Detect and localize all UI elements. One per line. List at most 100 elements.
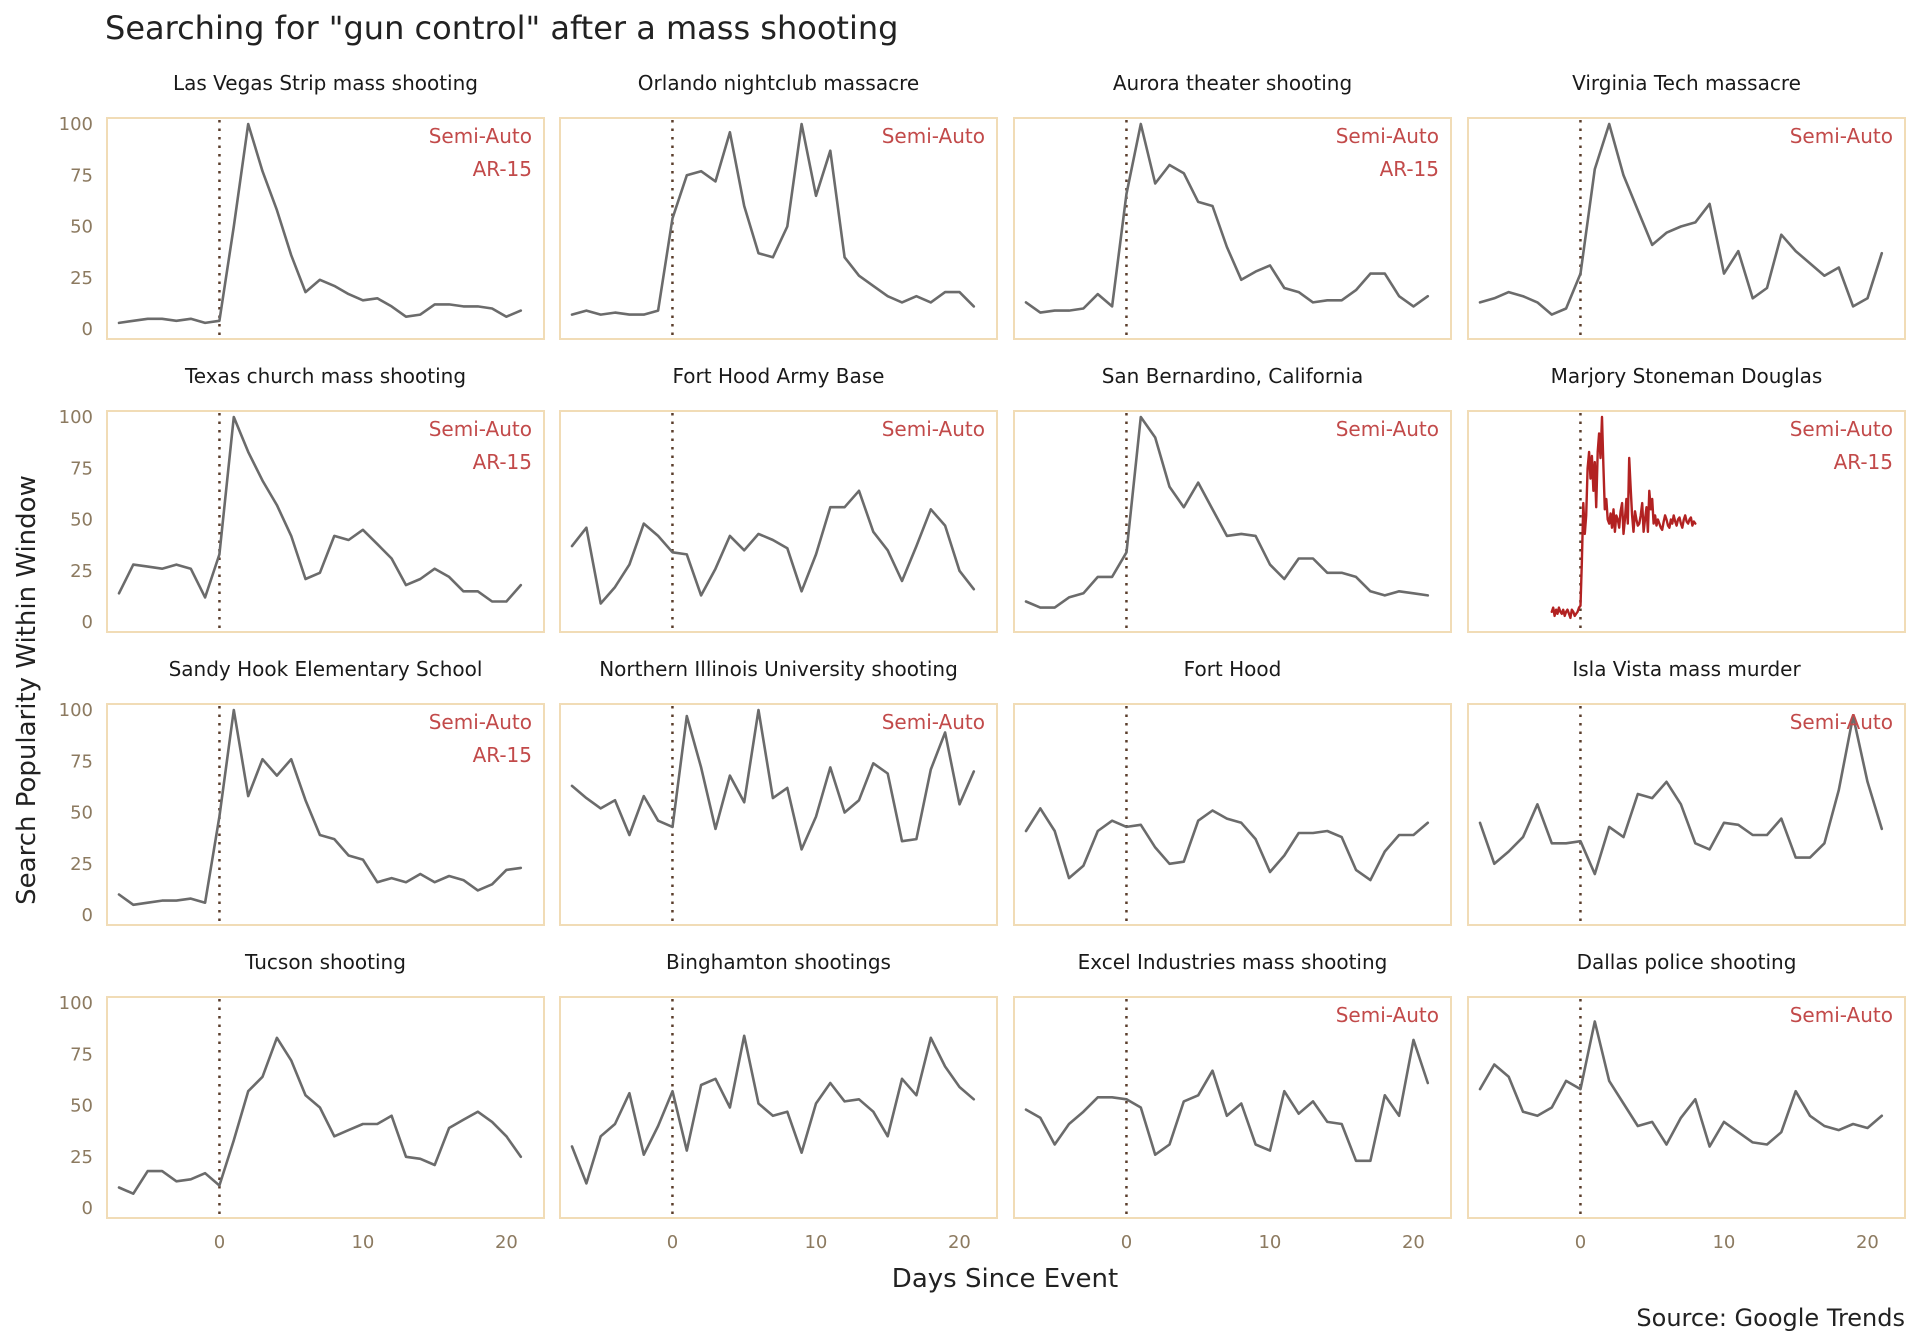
panel: Excel Industries mass shooting Semi-Auto <box>1013 950 1452 1219</box>
panel: Isla Vista mass murder Semi-Auto <box>1467 657 1906 926</box>
y-tick-label: 0 <box>82 612 93 633</box>
x-axis-ticks: 0 10 20 0 10 20 0 10 20 0 10 20 <box>214 1232 1879 1253</box>
weapon-note: Semi-Auto <box>429 417 532 441</box>
x-tick-label: 20 <box>1402 1232 1425 1253</box>
panel-title: Orlando nightclub massacre <box>638 71 919 95</box>
y-tick-label: 25 <box>70 561 93 582</box>
weapon-note: Semi-Auto <box>882 710 985 734</box>
weapon-note: Semi-Auto <box>882 417 985 441</box>
series-line <box>1478 122 1884 316</box>
small-multiples-grid: Las Vegas Strip mass shooting Semi-Auto AR… <box>59 71 1906 1219</box>
panel: Fort Hood <box>1013 657 1452 926</box>
y-tick-label: 75 <box>70 165 93 186</box>
weapon-note: AR-15 <box>1380 157 1439 181</box>
x-tick-label: 20 <box>948 1232 971 1253</box>
panel: Marjory Stoneman Douglas Semi-Auto AR-15 <box>1467 364 1906 633</box>
panel-frame <box>1013 117 1452 340</box>
panel-frame <box>1467 996 1906 1219</box>
panel-title: Aurora theater shooting <box>1113 71 1352 95</box>
panel-frame <box>1467 703 1906 926</box>
x-tick-label: 20 <box>495 1232 518 1253</box>
x-tick-label: 10 <box>804 1232 827 1253</box>
weapon-note: AR-15 <box>473 450 532 474</box>
series-line <box>1024 122 1430 314</box>
panel-frame <box>106 117 545 340</box>
panel: Aurora theater shooting Semi-Auto AR-15 <box>1013 71 1452 340</box>
series-line <box>1478 714 1884 876</box>
panel-title: Excel Industries mass shooting <box>1078 950 1388 974</box>
y-tick-label: 25 <box>70 1147 93 1168</box>
weapon-note: AR-15 <box>1834 450 1893 474</box>
y-tick-label: 100 <box>59 700 93 721</box>
panel: San Bernardino, California Semi-Auto <box>1013 364 1452 633</box>
panel-title: Isla Vista mass murder <box>1572 657 1801 681</box>
x-tick-label: 0 <box>214 1232 225 1253</box>
panel: Las Vegas Strip mass shooting Semi-Auto AR… <box>59 71 545 340</box>
panel-title: Fort Hood <box>1184 657 1282 681</box>
series-line <box>117 708 523 907</box>
panel: Northern Illinois University shooting Sem… <box>559 657 998 926</box>
panel-frame <box>559 410 998 633</box>
panel-frame <box>559 703 998 926</box>
weapon-note: Semi-Auto <box>429 710 532 734</box>
weapon-note: Semi-Auto <box>1790 1003 1893 1027</box>
panel-title: Binghamton shootings <box>666 950 891 974</box>
series-line <box>117 1036 523 1195</box>
panel-title: Virginia Tech massacre <box>1572 71 1801 95</box>
panel-frame <box>106 703 545 926</box>
x-tick-label: 10 <box>1258 1232 1281 1253</box>
weapon-note: AR-15 <box>473 157 532 181</box>
x-tick-label: 10 <box>351 1232 374 1253</box>
x-tick-label: 0 <box>1575 1232 1586 1253</box>
panel-frame <box>1013 703 1452 926</box>
y-tick-label: 0 <box>82 1198 93 1219</box>
panel-frame <box>1013 410 1452 633</box>
panel-title: Texas church mass shooting <box>184 364 466 388</box>
series-line <box>1550 415 1697 620</box>
x-tick-label: 0 <box>1121 1232 1132 1253</box>
weapon-note: AR-15 <box>473 743 532 767</box>
source-caption: Source: Google Trends <box>1636 1304 1905 1332</box>
panel: Tucson shooting 0 25 50 75 100 <box>59 950 545 1219</box>
series-line <box>570 1034 976 1185</box>
chart-title: Searching for "gun control" after a mass… <box>105 9 898 47</box>
series-line <box>1024 415 1430 609</box>
panel-frame <box>1013 996 1452 1219</box>
y-tick-label: 50 <box>70 217 93 238</box>
weapon-note: Semi-Auto <box>1336 1003 1439 1027</box>
panel: Binghamton shootings <box>559 950 998 1219</box>
y-tick-label: 75 <box>70 751 93 772</box>
panel-frame <box>1467 410 1906 633</box>
panel-title: Dallas police shooting <box>1577 950 1797 974</box>
x-tick-label: 10 <box>1712 1232 1735 1253</box>
panel-title: Sandy Hook Elementary School <box>169 657 483 681</box>
weapon-note: Semi-Auto <box>1790 124 1893 148</box>
panel-title: Tucson shooting <box>244 950 406 974</box>
y-tick-label: 50 <box>70 510 93 531</box>
y-axis-title: Search Popularity Within Window <box>12 475 42 905</box>
y-tick-label: 0 <box>82 905 93 926</box>
weapon-note: Semi-Auto <box>429 124 532 148</box>
weapon-note: Semi-Auto <box>1790 417 1893 441</box>
panel-frame <box>106 410 545 633</box>
y-tick-label: 100 <box>59 407 93 428</box>
panel-frame <box>106 996 545 1219</box>
panel-frame <box>1467 117 1906 340</box>
panel-frame <box>559 117 998 340</box>
y-tick-label: 100 <box>59 114 93 135</box>
panel: Sandy Hook Elementary School Semi-Auto AR-… <box>59 657 545 926</box>
panel: Dallas police shooting Semi-Auto <box>1467 950 1906 1219</box>
series-line <box>1024 1038 1430 1163</box>
panel-title: Marjory Stoneman Douglas <box>1551 364 1823 388</box>
x-tick-label: 20 <box>1856 1232 1879 1253</box>
weapon-note: Semi-Auto <box>1336 417 1439 441</box>
y-tick-label: 75 <box>70 458 93 479</box>
panel: Orlando nightclub massacre Semi-Auto <box>559 71 998 340</box>
x-axis-title: Days Since Event <box>892 1264 1118 1294</box>
weapon-note: Semi-Auto <box>882 124 985 148</box>
series-line <box>117 415 523 603</box>
panel-title: Northern Illinois University shooting <box>599 657 958 681</box>
weapon-note: Semi-Auto <box>1790 710 1893 734</box>
panel: Texas church mass shooting Semi-Auto AR-15… <box>59 364 545 633</box>
